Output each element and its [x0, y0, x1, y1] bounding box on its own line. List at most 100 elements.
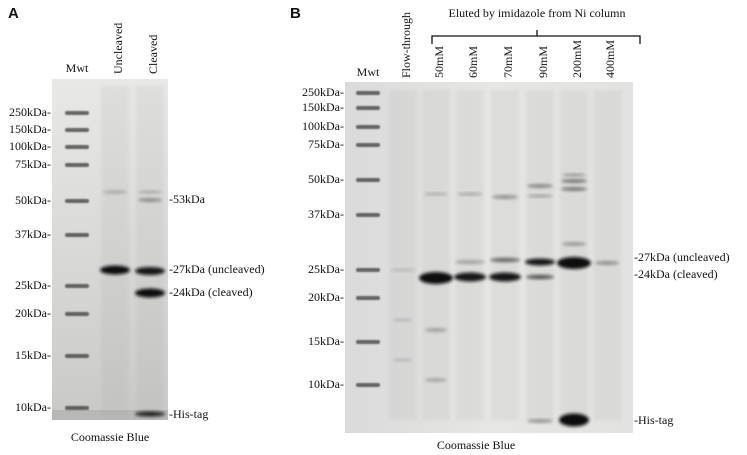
protein-band	[527, 195, 553, 197]
protein-band	[455, 260, 485, 264]
lane-group-header: Eluted by imidazole from Ni column	[449, 6, 626, 20]
protein-band	[561, 187, 587, 191]
band-annotation: -24kDa (cleaved)	[634, 267, 718, 281]
lane-smear	[422, 90, 450, 420]
band-annotation: -27kDa (uncleaved)	[634, 250, 730, 264]
lane-label: Mwt	[66, 61, 89, 75]
ladder-band	[356, 178, 380, 182]
gel-b	[345, 82, 633, 433]
marker-label: 250kDa-	[9, 105, 51, 119]
ladder-band	[356, 91, 380, 95]
marker-label: 75kDa-	[15, 157, 51, 171]
marker-label: 37kDa-	[15, 227, 51, 241]
lane-label: 200mM	[570, 40, 584, 78]
marker-label: 50kDa-	[308, 172, 344, 186]
ladder-band	[356, 383, 380, 387]
protein-band	[527, 419, 553, 423]
band-annotation: -53kDa	[169, 192, 206, 206]
lane-smear	[526, 90, 554, 420]
protein-band	[457, 193, 483, 195]
protein-band	[454, 272, 486, 282]
bands	[65, 86, 621, 427]
band-annotation: -His-tag	[169, 407, 208, 421]
protein-band	[393, 319, 413, 321]
protein-band	[490, 258, 520, 262]
ladder-band	[65, 312, 89, 316]
protein-band	[390, 269, 416, 271]
ladder-band	[65, 354, 89, 358]
protein-band	[527, 184, 553, 188]
marker-label: 15kDa-	[308, 334, 344, 348]
ladder-band	[65, 199, 89, 203]
lane-label: Flow-through	[399, 12, 413, 78]
ladder-band	[356, 143, 380, 147]
marker-label: 50kDa-	[15, 193, 51, 207]
marker-label: 37kDa-	[308, 207, 344, 221]
lane-smear	[593, 90, 621, 420]
ladder-band	[356, 340, 380, 344]
ladder-band	[356, 268, 380, 272]
lane-smear	[491, 90, 519, 420]
panel-label: B	[290, 5, 301, 22]
lane-label: 50mM	[432, 46, 446, 78]
protein-band	[138, 198, 162, 202]
protein-band	[562, 242, 586, 246]
protein-band	[100, 265, 130, 275]
lane-label: Uncleaved	[111, 23, 125, 74]
protein-band	[419, 272, 453, 284]
protein-band	[489, 272, 521, 282]
lane-smear	[101, 86, 129, 416]
protein-band	[526, 275, 554, 279]
protein-band	[135, 411, 165, 417]
protein-band	[595, 261, 619, 265]
marker-label: 10kDa-	[15, 400, 51, 414]
marker-label: 150kDa-	[9, 122, 51, 136]
protein-band	[424, 193, 448, 195]
ladder-band	[356, 213, 380, 217]
marker-label: 15kDa-	[15, 348, 51, 362]
lane-label: 60mM	[466, 46, 480, 78]
lane-label: 90mM	[536, 46, 550, 78]
lane-label: 400mM	[603, 40, 617, 78]
protein-band	[425, 328, 447, 332]
protein-band	[557, 257, 591, 269]
band-annotation: -27kDa (uncleaved)	[169, 262, 265, 276]
marker-label: 75kDa-	[308, 137, 344, 151]
marker-label: 20kDa-	[15, 306, 51, 320]
lane-label: Mwt	[357, 65, 380, 79]
protein-band	[425, 378, 447, 382]
ladder-band	[65, 406, 89, 410]
band-annotation: -His-tag	[634, 413, 673, 427]
protein-band	[103, 190, 127, 194]
protein-band	[135, 267, 165, 275]
marker-label: 100kDa-	[302, 119, 344, 133]
marker-label: 100kDa-	[9, 139, 51, 153]
marker-label: 25kDa-	[308, 262, 344, 276]
marker-label: 25kDa-	[15, 278, 51, 292]
protein-band	[562, 174, 586, 176]
ladder-band	[65, 145, 89, 149]
ladder-band	[65, 128, 89, 132]
ladder-band	[65, 233, 89, 237]
protein-band	[393, 359, 413, 361]
caption: Coomassie Blue	[71, 430, 149, 444]
protein-band	[135, 288, 165, 298]
marker-label: 10kDa-	[308, 377, 344, 391]
protein-band	[525, 258, 555, 266]
lane-smear	[136, 86, 164, 416]
ladder-band	[356, 106, 380, 110]
ladder-band	[356, 125, 380, 129]
protein-band	[561, 179, 587, 183]
lane-smear	[560, 90, 588, 420]
protein-band	[559, 413, 589, 427]
caption: Coomassie Blue	[437, 438, 515, 452]
ladder-band	[65, 111, 89, 115]
ladder-band	[65, 284, 89, 288]
bracket	[431, 30, 641, 44]
lane-smear	[456, 90, 484, 420]
marker-label: 250kDa-	[302, 85, 344, 99]
band-annotation: -24kDa (cleaved)	[169, 285, 253, 299]
panel-label: A	[8, 5, 19, 22]
